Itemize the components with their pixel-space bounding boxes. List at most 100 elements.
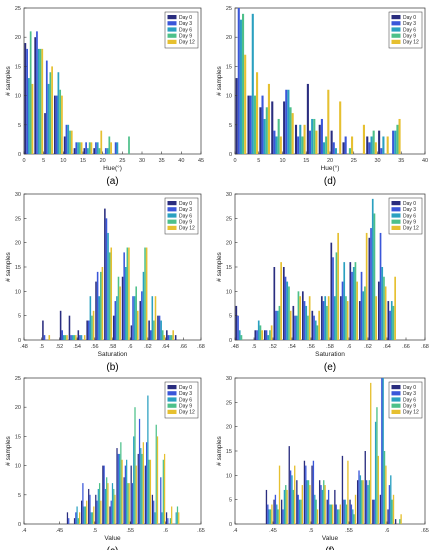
histogram-bar <box>83 335 86 340</box>
histogram-bar <box>104 208 106 340</box>
legend-swatch <box>391 385 401 390</box>
y-tick-label: 25 <box>15 6 21 12</box>
histogram-bar <box>96 142 99 154</box>
histogram-bar <box>102 465 104 524</box>
histogram-bar <box>261 330 263 340</box>
x-tick-label: 0 <box>233 158 236 164</box>
histogram-bar <box>55 95 58 154</box>
histogram-bar <box>274 494 277 524</box>
y-tick-label: 15 <box>226 64 232 70</box>
histogram-bar <box>128 483 130 524</box>
histogram-bar <box>124 267 127 340</box>
histogram-bar <box>391 499 393 524</box>
x-tick-label: .56 <box>91 344 99 350</box>
histogram-bar <box>126 247 129 340</box>
histogram-bar <box>80 500 83 524</box>
histogram-bar <box>106 148 109 154</box>
histogram-bar <box>49 72 52 154</box>
histogram-bar <box>37 48 40 154</box>
legend-swatch <box>167 207 177 212</box>
histogram-bar <box>93 148 96 154</box>
histogram-bar <box>145 442 148 524</box>
histogram-bar <box>277 509 279 524</box>
histogram-bar <box>118 453 121 524</box>
panel-label: (c) <box>107 546 119 550</box>
histogram-bar <box>45 60 48 155</box>
histogram-bar <box>76 506 78 524</box>
histogram-bar <box>276 504 278 524</box>
histogram-bar <box>298 499 301 524</box>
histogram-bar <box>130 325 133 340</box>
legend-swatch <box>391 397 401 402</box>
histogram-bar <box>153 500 155 524</box>
x-tick-label: .58 <box>109 344 117 350</box>
histogram-bar <box>291 113 294 154</box>
histogram-bar <box>338 509 340 524</box>
histogram-bar <box>301 136 304 154</box>
x-tick-label: 5 <box>42 158 45 164</box>
histogram-bar <box>326 499 328 524</box>
histogram-bar <box>345 296 347 340</box>
histogram-bar <box>330 242 333 340</box>
histogram-bar <box>330 130 333 154</box>
histogram-bar <box>104 148 107 154</box>
x-tick-label: .48 <box>231 344 239 350</box>
histogram-bar <box>259 325 262 340</box>
legend-label: Day 3 <box>403 207 416 213</box>
histogram-bar <box>334 489 336 524</box>
legend-swatch <box>391 391 401 396</box>
histogram-bar <box>332 142 335 154</box>
histogram-bar <box>327 489 330 524</box>
histogram-bar <box>270 325 273 340</box>
histogram-bar <box>114 301 117 340</box>
x-tick-label: .6 <box>128 344 133 350</box>
x-tick-label: .65 <box>197 528 205 534</box>
legend-label: Day 6 <box>179 397 192 403</box>
histogram-bar <box>135 286 137 340</box>
x-tick-label: .5 <box>309 528 314 534</box>
x-tick-label: 25 <box>351 158 357 164</box>
y-tick-label: 5 <box>18 493 21 499</box>
histogram-bar <box>299 296 301 340</box>
x-tick-label: 15 <box>80 158 86 164</box>
legend-swatch <box>391 207 401 212</box>
histogram-bar <box>273 499 275 524</box>
histogram-bar <box>313 118 316 154</box>
histogram-bar <box>147 395 149 524</box>
histogram-bar <box>121 276 124 340</box>
histogram-bar <box>163 453 166 524</box>
histogram-bar <box>65 124 68 154</box>
histogram-bar <box>314 494 316 524</box>
y-tick-label: 5 <box>18 314 21 320</box>
y-tick-label: 25 <box>15 216 21 222</box>
histogram-bar <box>392 305 395 340</box>
histogram-bar <box>336 509 339 524</box>
histogram-bar <box>61 95 63 154</box>
histogram-bar <box>110 247 113 340</box>
histogram-bar <box>379 232 382 340</box>
histogram-bar <box>339 101 342 154</box>
histogram-bar <box>352 509 354 524</box>
histogram-bar <box>110 500 112 524</box>
histogram-bar <box>309 485 311 524</box>
legend-label: Day 0 <box>403 15 416 21</box>
histogram-bar <box>315 499 317 524</box>
histogram-bar <box>301 485 303 524</box>
histogram-bar <box>378 130 381 154</box>
histogram-bar <box>289 310 292 340</box>
x-tick-label: 20 <box>100 158 106 164</box>
y-tick-label: 25 <box>15 376 21 382</box>
histogram-bar <box>43 335 46 340</box>
histogram-bar <box>308 296 311 340</box>
histogram-bar <box>162 459 164 524</box>
histogram-bar <box>362 291 365 340</box>
histogram-bar <box>95 281 97 340</box>
histogram-bar <box>379 494 382 524</box>
histogram-bar <box>344 499 346 524</box>
histogram-bar <box>251 13 254 155</box>
histogram-bar <box>249 95 252 154</box>
histogram-bar <box>149 330 152 340</box>
